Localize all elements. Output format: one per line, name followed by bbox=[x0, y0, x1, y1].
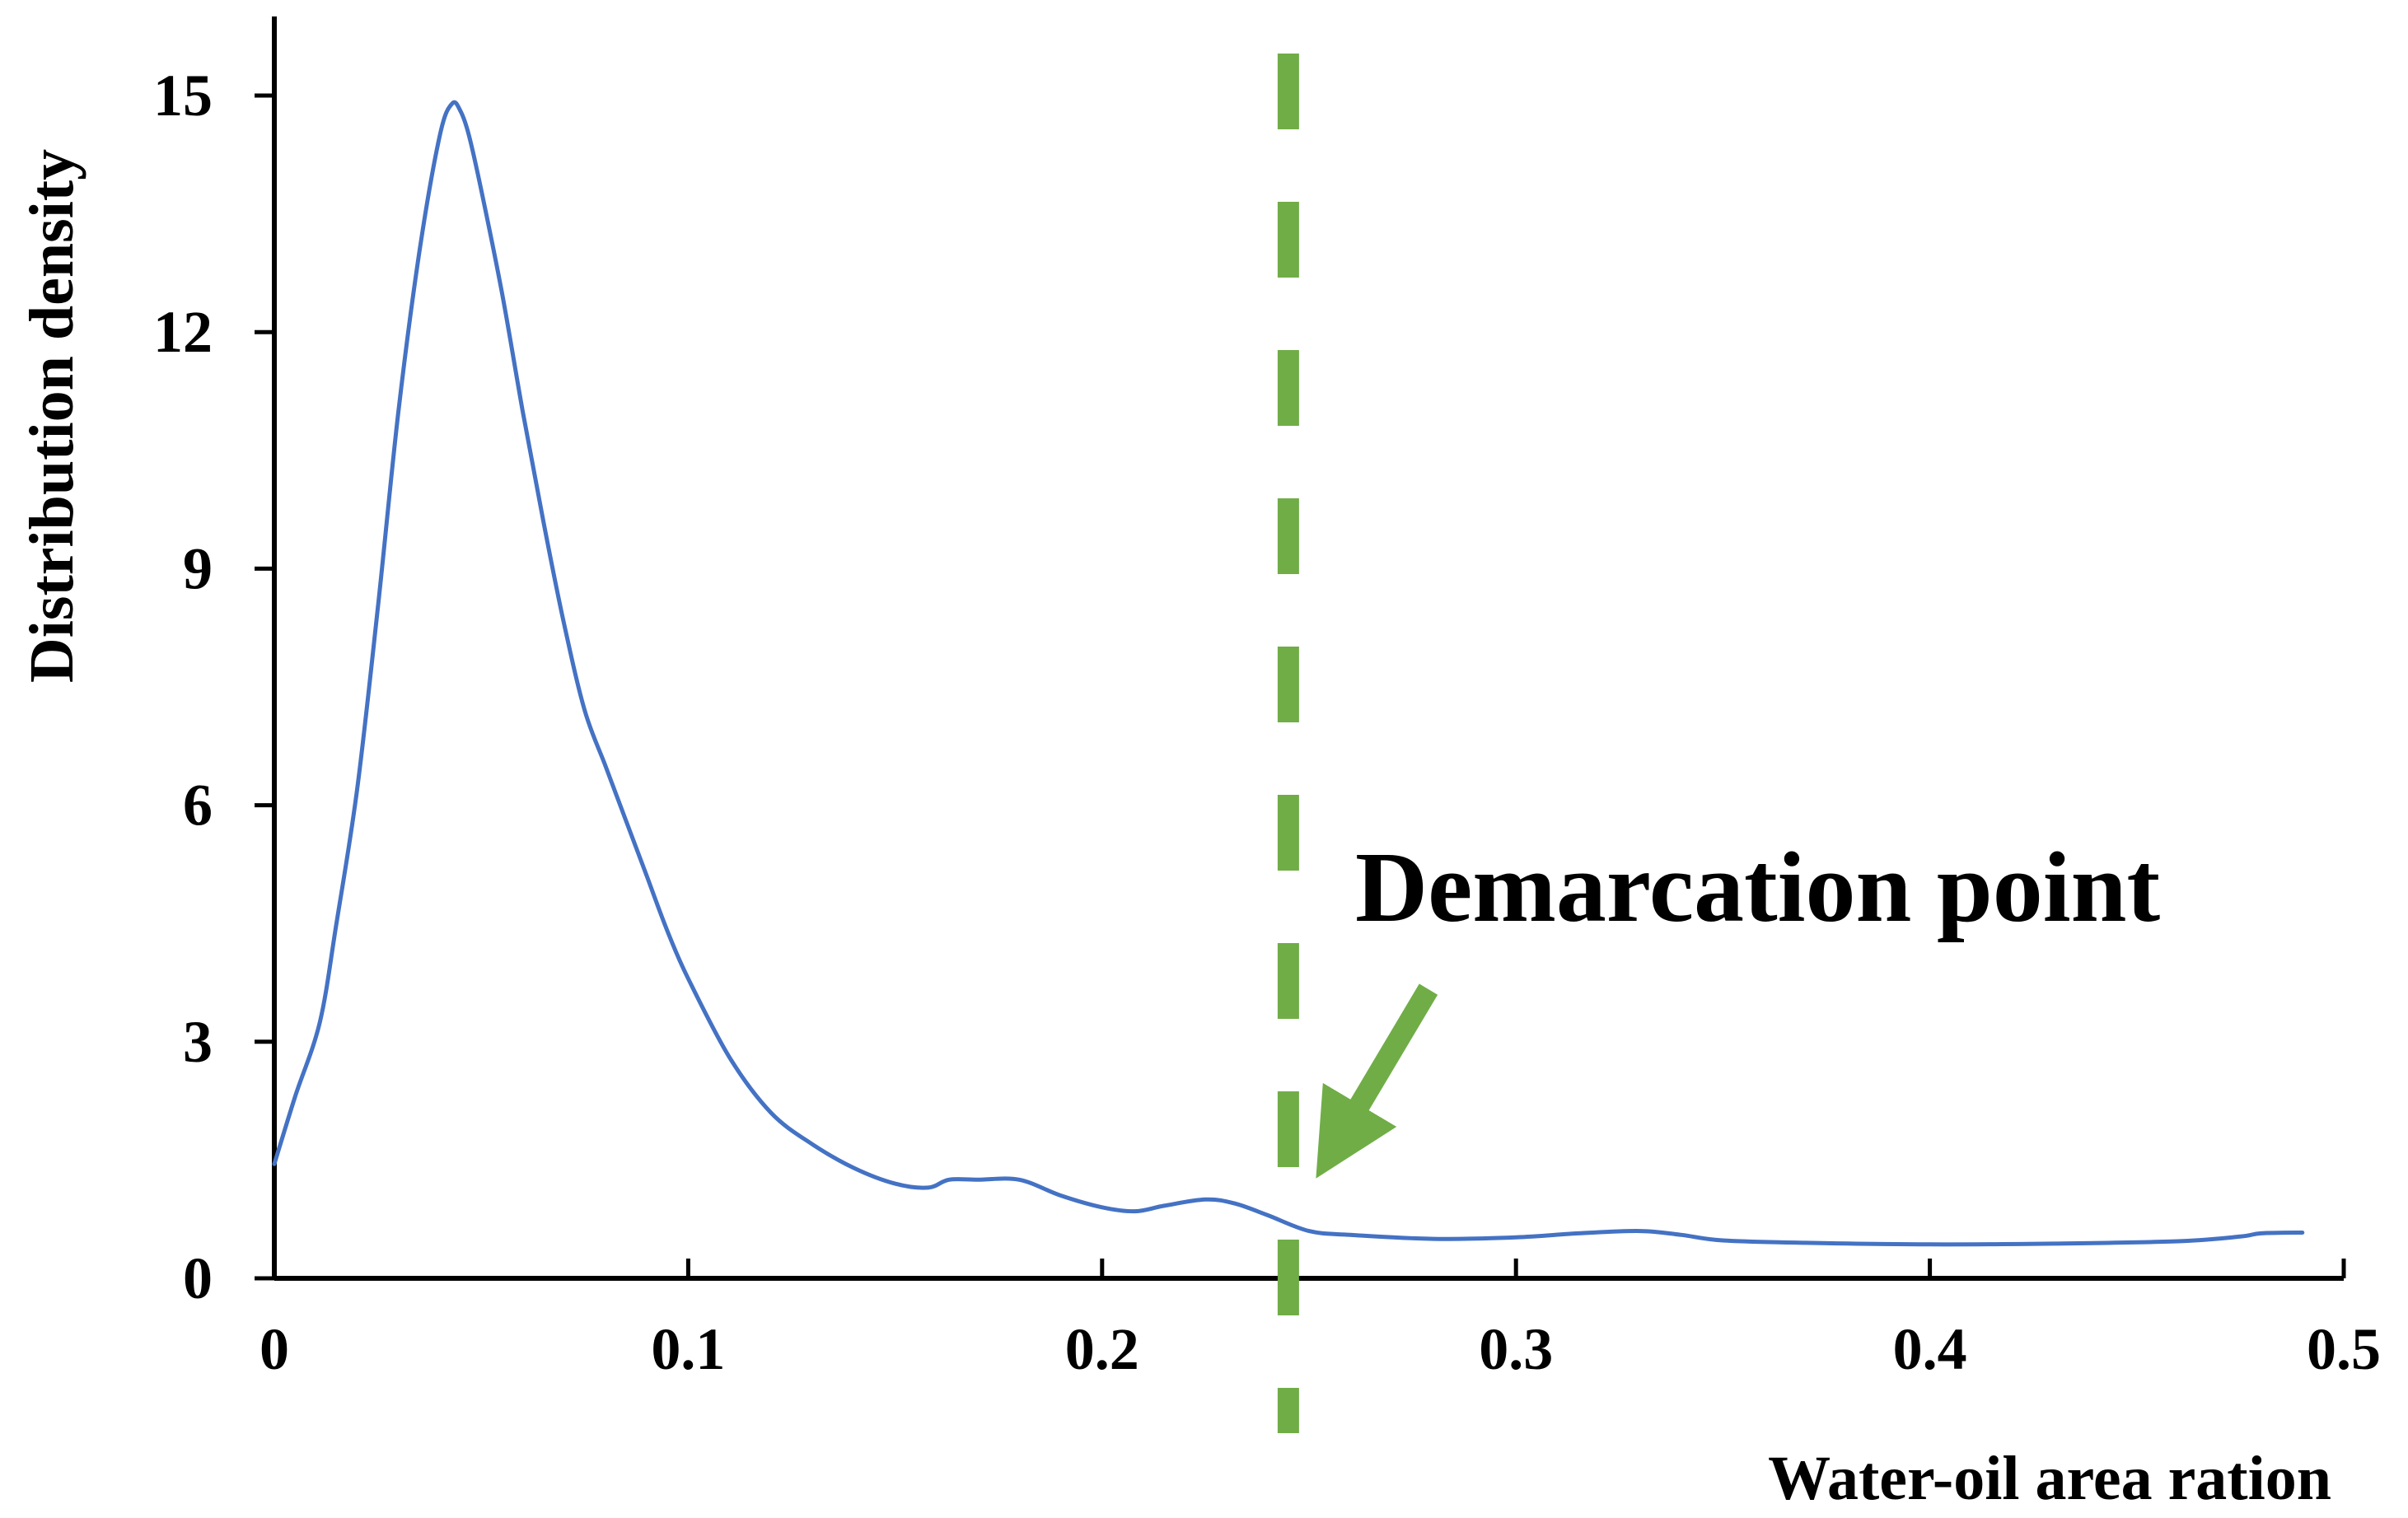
y-axis-ticks: 0 3 6 9 12 15 bbox=[153, 63, 274, 1311]
x-tick-label: 0.3 bbox=[1479, 1316, 1553, 1382]
x-tick-label: 0.5 bbox=[2307, 1316, 2381, 1382]
y-tick-label: 0 bbox=[183, 1245, 213, 1311]
demarcation-annotation-label: Demarcation point bbox=[1355, 832, 2160, 943]
y-tick-label: 12 bbox=[153, 299, 213, 365]
y-tick-label: 15 bbox=[153, 63, 213, 128]
y-tick-label: 6 bbox=[183, 773, 213, 838]
demarcation-arrow-icon bbox=[1316, 983, 1438, 1179]
axes bbox=[272, 16, 2344, 1281]
x-tick-label: 0.4 bbox=[1893, 1316, 1967, 1382]
y-tick-label: 3 bbox=[183, 1009, 213, 1075]
x-axis-ticks: 0 0.1 0.2 0.3 0.4 0.5 bbox=[260, 1259, 2381, 1382]
y-axis-title: Distribution density bbox=[17, 149, 87, 683]
x-tick-label: 0.2 bbox=[1065, 1316, 1139, 1382]
x-tick-label: 0 bbox=[260, 1316, 289, 1382]
series-line-distribution-density bbox=[272, 100, 2305, 1247]
x-axis-title: Water-oil area ration bbox=[1768, 1444, 2331, 1513]
x-tick-label: 0.1 bbox=[651, 1316, 725, 1382]
y-tick-label: 9 bbox=[183, 535, 213, 601]
